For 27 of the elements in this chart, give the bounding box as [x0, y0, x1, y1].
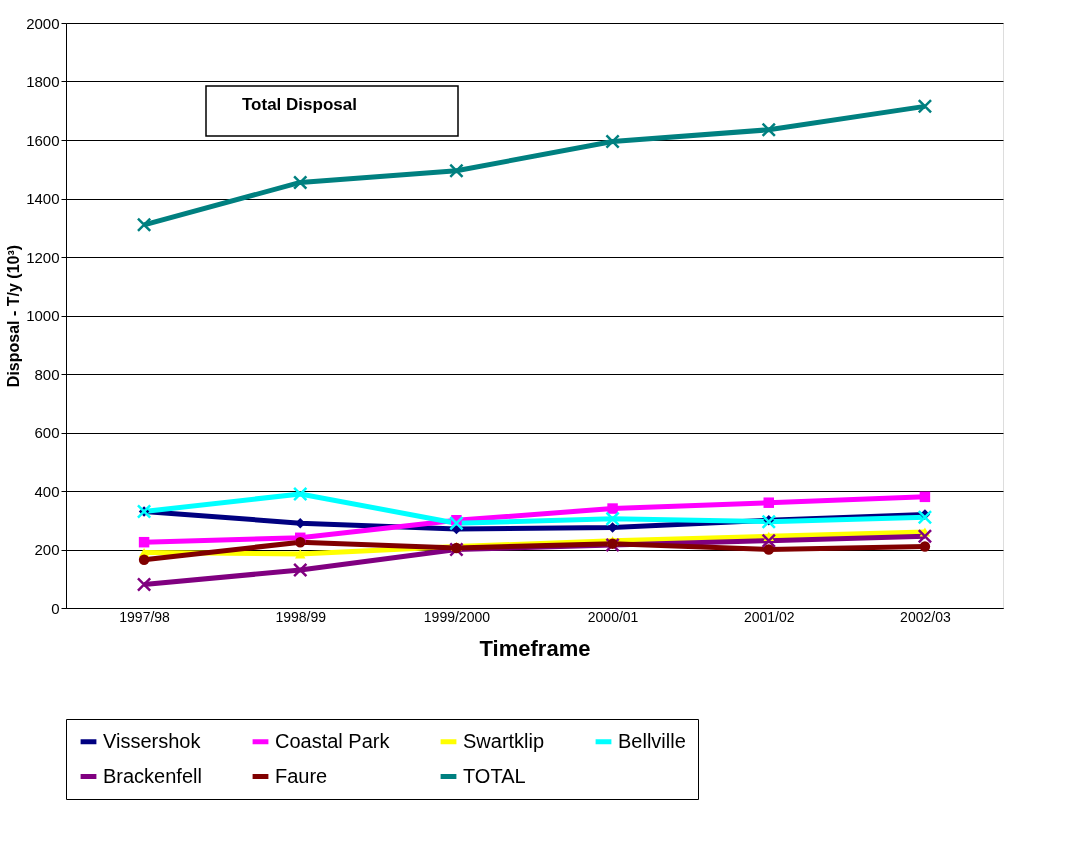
x-tick-label: 2002/03	[900, 608, 951, 625]
y-axis-title: Disposal - T/y (10³)	[5, 244, 23, 388]
x-tick-label: 1999/2000	[423, 608, 491, 625]
y-tick-label: 2000	[26, 14, 60, 32]
x-tick-label: 2001/02	[743, 608, 795, 625]
y-tick-label: 600	[34, 424, 60, 441]
legend-label: Coastal Park	[275, 729, 391, 752]
y-tick-label: 0	[51, 599, 60, 617]
legend-label: Faure	[275, 764, 328, 787]
y-tick-label: 1400	[26, 190, 60, 207]
legend-label: Swartklip	[463, 729, 545, 752]
y-tick-label: 1600	[26, 131, 60, 149]
x-tick-label: 1998/99	[275, 608, 327, 625]
y-tick-label: 200	[34, 541, 60, 558]
y-tick-label: 400	[34, 482, 60, 500]
x-tick-label: 2000/01	[587, 608, 639, 625]
y-tick-label: 1000	[26, 307, 60, 324]
legend-label: Vissershok	[103, 729, 202, 752]
legend-label: TOTAL	[463, 764, 526, 787]
y-tick-label: 1200	[26, 248, 60, 266]
legend-label: Brackenfell	[103, 764, 202, 787]
annotation: Total Disposal	[242, 95, 357, 114]
x-tick-label: 1997/98	[119, 608, 171, 625]
legend-label: Bellville	[618, 729, 686, 752]
y-tick-label: 800	[34, 365, 60, 383]
y-tick-label: 1800	[26, 73, 60, 90]
x-axis-title: Timeframe	[479, 635, 591, 661]
